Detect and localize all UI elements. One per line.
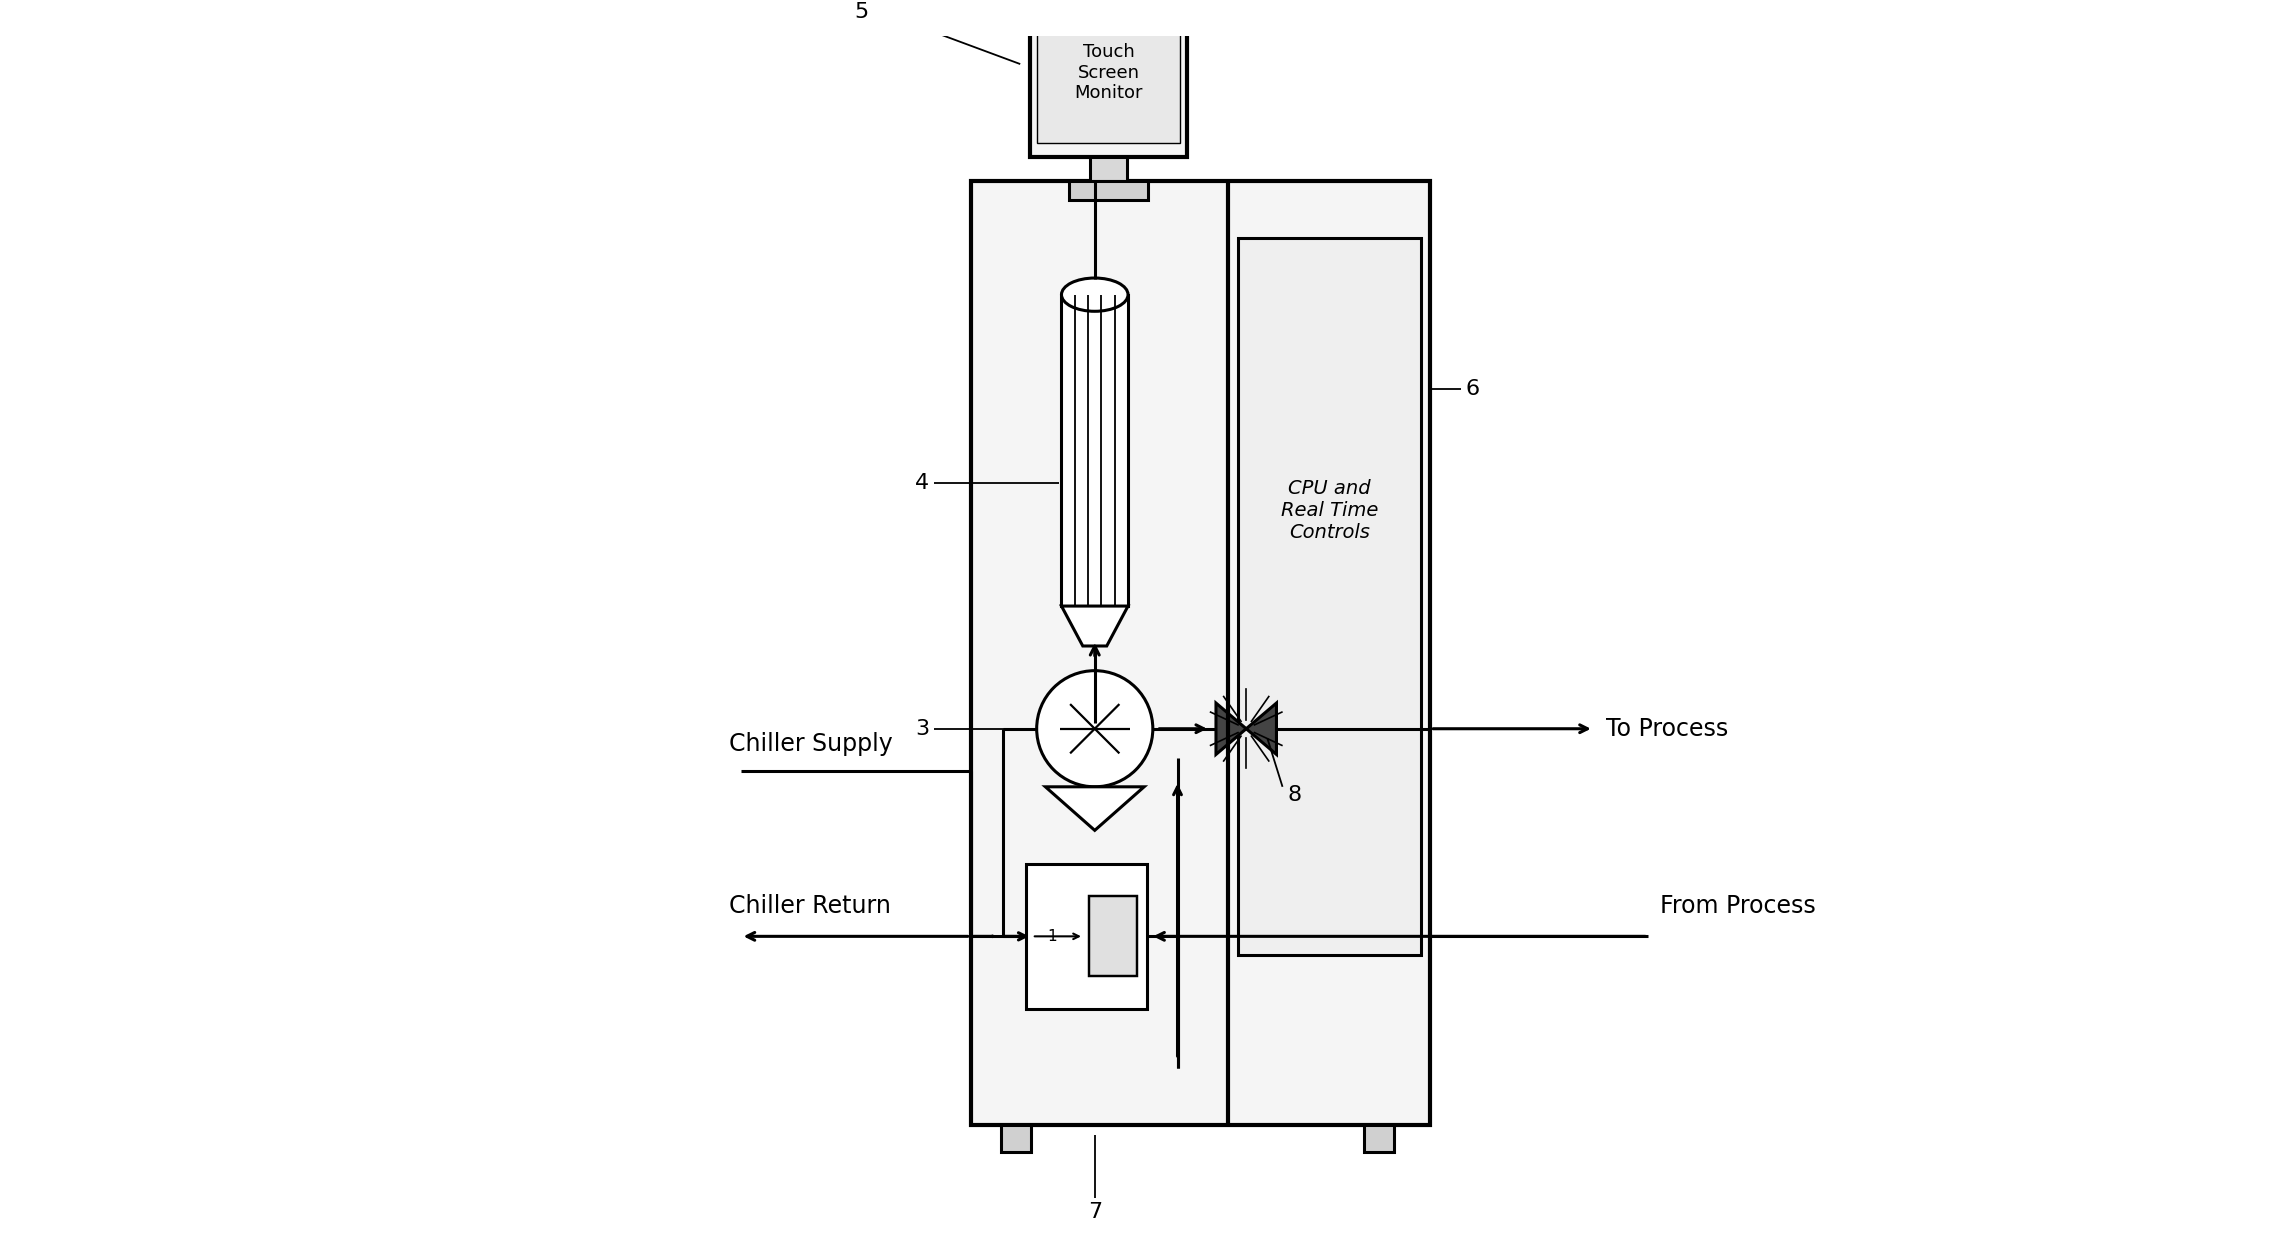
Text: CPU and
Real Time
Controls: CPU and Real Time Controls	[1281, 479, 1377, 543]
Bar	[1238, 238, 1420, 955]
Bar	[1090, 157, 1126, 182]
Bar	[1026, 863, 1147, 1009]
Polygon shape	[1062, 606, 1129, 647]
Text: 3: 3	[914, 719, 930, 739]
Circle shape	[1037, 670, 1154, 787]
Text: 6: 6	[1466, 378, 1480, 398]
Text: To Process: To Process	[1605, 717, 1728, 741]
Bar	[1001, 1125, 1031, 1152]
Polygon shape	[1215, 703, 1247, 754]
Text: 7: 7	[1088, 1202, 1101, 1222]
Bar	[1037, 0, 1181, 143]
Bar	[1363, 1125, 1393, 1152]
Bar	[1062, 294, 1129, 606]
Text: Chiller Supply: Chiller Supply	[730, 733, 891, 757]
Text: 4: 4	[914, 474, 930, 494]
Text: Chiller Return: Chiller Return	[730, 895, 891, 918]
Text: 1: 1	[1047, 928, 1058, 944]
Text: 8: 8	[1288, 786, 1302, 806]
Polygon shape	[1047, 787, 1145, 831]
Bar	[971, 182, 1430, 1125]
Text: Touch
Screen
Monitor: Touch Screen Monitor	[1074, 43, 1142, 103]
Text: From Process: From Process	[1660, 895, 1815, 918]
Text: 5: 5	[855, 3, 869, 23]
Polygon shape	[1247, 703, 1277, 754]
Bar	[1090, 896, 1138, 976]
Ellipse shape	[1062, 278, 1129, 311]
Bar	[1069, 182, 1147, 199]
Bar	[1031, 0, 1188, 157]
